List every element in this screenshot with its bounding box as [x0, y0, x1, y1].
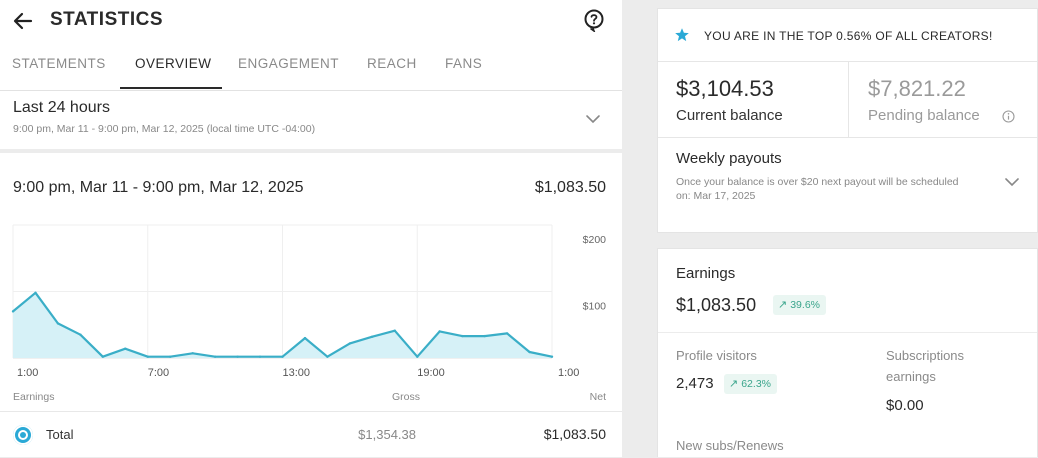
- new-subs-label: New subs/Renews: [676, 438, 784, 453]
- earnings-change-badge: ↗ 39.6%: [773, 295, 826, 315]
- x-tick-label: 1:00: [17, 367, 38, 379]
- chevron-down-icon[interactable]: [584, 110, 602, 128]
- data-point: [124, 347, 127, 350]
- data-point: [34, 291, 37, 294]
- legend-net-header: Net: [590, 391, 606, 403]
- tab-bar: STATEMENTS OVERVIEW ENGAGEMENT REACH FAN…: [0, 46, 622, 90]
- x-tick-label: 19:00: [417, 367, 445, 379]
- legend-net-value: $1,083.50: [543, 426, 606, 442]
- pending-balance-label: Pending balance: [868, 107, 980, 124]
- y-tick-label: $100: [583, 301, 607, 313]
- profile-visitors-value: 2,473: [676, 375, 714, 392]
- earnings-label: Earnings: [676, 265, 736, 282]
- statistics-header: STATISTICS STATEMENTS OVERVIEW ENGAGEMEN…: [0, 0, 622, 91]
- top-creators-text: YOU ARE IN THE TOP 0.56% OF ALL CREATORS…: [704, 29, 993, 43]
- data-point: [79, 333, 82, 336]
- earnings-value: $1,083.50: [676, 295, 757, 315]
- data-point: [416, 355, 419, 358]
- chart-range-label: 9:00 pm, Mar 11 - 9:00 pm, Mar 12, 2025: [13, 179, 304, 196]
- pending-balance-block: $7,821.22 Pending balance: [849, 62, 1037, 137]
- help-icon[interactable]: [582, 8, 606, 32]
- page-title: STATISTICS: [50, 9, 164, 30]
- data-point: [505, 332, 509, 335]
- legend-gross-value: $1,354.38: [358, 427, 416, 442]
- data-point: [483, 334, 486, 338]
- subscriptions-earnings-label: Subscriptions earnings: [886, 348, 965, 384]
- info-icon[interactable]: [1002, 110, 1015, 123]
- divider: [658, 332, 1037, 333]
- balance-card: YOU ARE IN THE TOP 0.56% OF ALL CREATORS…: [657, 8, 1038, 233]
- weekly-payouts-row[interactable]: Weekly payouts Once your balance is over…: [658, 137, 1037, 234]
- data-point: [236, 355, 239, 358]
- data-point: [393, 329, 396, 332]
- y-tick-label: $200: [583, 234, 607, 246]
- tab-engagement[interactable]: ENGAGEMENT: [238, 56, 340, 71]
- statistics-panel: STATISTICS STATEMENTS OVERVIEW ENGAGEMEN…: [0, 0, 622, 457]
- earnings-chart-card: 9:00 pm, Mar 11 - 9:00 pm, Mar 12, 2025 …: [0, 153, 622, 457]
- data-point: [326, 355, 329, 358]
- tab-statements[interactable]: STATEMENTS: [12, 56, 106, 71]
- arrow-up-right-icon: ↗: [778, 299, 788, 311]
- legend-total-label: Total: [46, 427, 74, 442]
- current-balance-value: $3,104.53: [676, 76, 774, 101]
- data-point: [348, 342, 352, 345]
- pending-balance-value: $7,821.22: [868, 76, 966, 101]
- data-point: [281, 355, 284, 358]
- profile-visitors-change-badge: ↗ 62.3%: [724, 374, 777, 394]
- data-point: [528, 350, 531, 354]
- current-balance-label: Current balance: [676, 107, 783, 124]
- active-tab-indicator: [120, 87, 222, 89]
- tab-fans[interactable]: FANS: [445, 56, 483, 71]
- legend-gross-header: Gross: [392, 391, 420, 403]
- profile-visitors-label: Profile visitors: [676, 348, 757, 363]
- arrow-left-icon[interactable]: [12, 10, 34, 32]
- data-point: [438, 330, 441, 333]
- top-creators-banner: YOU ARE IN THE TOP 0.56% OF ALL CREATORS…: [658, 9, 1037, 62]
- data-point: [169, 355, 172, 358]
- period-selector[interactable]: Last 24 hours 9:00 pm, Mar 11 - 9:00 pm,…: [0, 91, 622, 149]
- data-point: [461, 334, 464, 338]
- x-tick-label: 1:00: [558, 367, 579, 379]
- x-tick-label: 7:00: [148, 367, 169, 379]
- data-point: [56, 322, 60, 325]
- payouts-subtitle: Once your balance is over $20 next payou…: [676, 176, 959, 202]
- data-point: [191, 352, 194, 355]
- arrow-up-right-icon: ↗: [729, 378, 739, 390]
- tab-overview[interactable]: OVERVIEW: [135, 56, 212, 71]
- data-point: [303, 336, 307, 340]
- period-title: Last 24 hours: [13, 99, 110, 116]
- subscriptions-earnings-value: $0.00: [886, 397, 924, 414]
- legend-row-total: Total $1,354.38 $1,083.50: [0, 411, 622, 458]
- chart-total-amount: $1,083.50: [534, 179, 606, 196]
- tab-reach[interactable]: REACH: [367, 56, 417, 71]
- total-radio[interactable]: [13, 425, 33, 445]
- data-point: [550, 355, 554, 358]
- profile-visitors-change-value: 62.3%: [741, 378, 771, 390]
- right-column: YOU ARE IN THE TOP 0.56% OF ALL CREATORS…: [657, 0, 1038, 457]
- chevron-down-icon[interactable]: [1003, 173, 1021, 191]
- current-balance-block: $3,104.53 Current balance: [658, 62, 849, 137]
- legend-earnings-header: Earnings: [13, 391, 54, 403]
- earnings-change-value: 39.6%: [790, 299, 820, 311]
- data-point: [146, 355, 149, 358]
- data-point: [101, 355, 105, 358]
- payouts-title: Weekly payouts: [676, 150, 782, 167]
- data-point: [213, 355, 217, 358]
- earnings-summary-card: Earnings $1,083.50 ↗ 39.6% Profile visito…: [657, 248, 1038, 457]
- earnings-chart: $100 $200 1:00 7:00 13:00 19:00 1:00 Earnings Gr…: [11, 224, 607, 403]
- series-area: [13, 292, 552, 358]
- star-icon: [675, 28, 689, 42]
- data-point: [11, 310, 15, 313]
- data-point: [371, 335, 374, 338]
- period-subtitle: 9:00 pm, Mar 11 - 9:00 pm, Mar 12, 2025 …: [13, 123, 316, 135]
- data-point: [258, 355, 262, 358]
- x-tick-label: 13:00: [283, 367, 311, 379]
